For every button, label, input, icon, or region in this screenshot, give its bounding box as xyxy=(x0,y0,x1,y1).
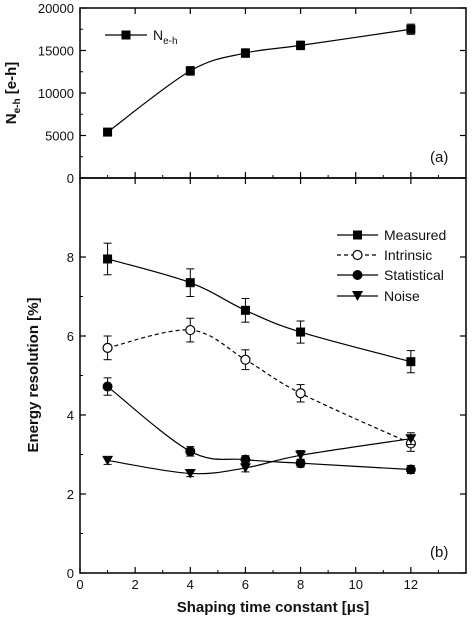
panel-b-label: (b) xyxy=(430,544,448,561)
x-tick-label: 4 xyxy=(187,577,194,592)
panel-a-ylabel-main: N xyxy=(3,113,20,124)
panel-b-ticks: 0 2 4 6 8 10 12 0 2 4 6 8 xyxy=(67,178,466,592)
n-data-point xyxy=(103,127,113,137)
y-tick-label-a: 15000 xyxy=(38,44,74,59)
x-tick-label: 2 xyxy=(132,577,139,592)
n-data-point xyxy=(406,24,416,34)
y-tick-label-a: 10000 xyxy=(38,86,74,101)
measured-data-point xyxy=(406,357,416,367)
noise-data-point xyxy=(295,450,307,461)
statistical-data-point xyxy=(295,458,306,469)
noise-data-point xyxy=(405,434,417,444)
intrinsic-data-point xyxy=(102,342,113,353)
legend-a-name-sub: e-h xyxy=(163,36,177,47)
legend-noise-text: Noise xyxy=(384,288,420,304)
panel-a-ylabel-sub: e-h xyxy=(12,98,23,113)
panel-a-label: (a) xyxy=(430,149,448,166)
y-tick-label-b: 4 xyxy=(67,408,74,423)
panel-a-ylabel-rest: [e-h] xyxy=(3,62,20,99)
n-series-line xyxy=(107,28,411,133)
statistical-data-point xyxy=(405,464,416,475)
x-tick-label: 0 xyxy=(76,577,83,592)
statistical-data-point xyxy=(102,381,113,392)
legend-a-name-main: N xyxy=(153,27,163,43)
measured-series-line xyxy=(107,258,412,363)
y-tick-label-b: 0 xyxy=(67,566,74,581)
intrinsic-data-point xyxy=(240,354,251,365)
legend-intrinsic-text: Intrinsic xyxy=(384,247,432,263)
legend-measured-text: Measured xyxy=(384,227,446,243)
y-tick-label-a: 5000 xyxy=(45,129,74,144)
statistical-data-point xyxy=(185,446,196,457)
y-tick-label-b: 8 xyxy=(67,250,74,265)
panel-a-legend: Ne-h xyxy=(105,27,178,47)
intrinsic-data-point xyxy=(295,388,306,399)
noise-data-point xyxy=(102,455,114,466)
x-tick-label: 6 xyxy=(242,577,249,592)
legend-statistical-text: Statistical xyxy=(384,267,444,283)
measured-data-point xyxy=(296,327,306,337)
x-tick-label: 8 xyxy=(297,577,304,592)
legend-measured-marker xyxy=(353,230,362,240)
measured-data-point xyxy=(185,278,195,288)
panel-a-ticks: 0 5000 10000 15000 20000 xyxy=(38,1,466,186)
panel-b-legend: Measured Intrinsic Statistical Noise xyxy=(337,227,446,304)
panel-b-plot xyxy=(102,242,417,479)
panel-a-ylabel: Ne-h [e-h] xyxy=(3,62,23,125)
x-tick-label: 10 xyxy=(348,577,362,592)
intrinsic-series-line xyxy=(107,329,412,444)
noise-series-line xyxy=(107,438,411,475)
x-axis-title: Shaping time constant [μs] xyxy=(177,599,370,616)
measured-data-point xyxy=(103,254,113,264)
noise-data-point xyxy=(239,463,251,473)
measured-data-point xyxy=(240,305,250,315)
statistical-data-point xyxy=(240,454,251,465)
y-tick-label-b: 6 xyxy=(67,329,74,344)
y-tick-label-b: 2 xyxy=(67,487,74,502)
intrinsic-data-point xyxy=(185,324,196,336)
legend-intrinsic-marker xyxy=(352,249,363,261)
y-tick-label-a: 0 xyxy=(67,171,74,186)
legend-noise-marker xyxy=(352,291,363,301)
legend-statistical-marker xyxy=(352,270,363,280)
n-data-point xyxy=(296,40,306,50)
n-data-point xyxy=(240,48,250,58)
panel-a-plot xyxy=(103,23,416,137)
y-tick-label-a: 20000 xyxy=(38,1,74,16)
n-data-point xyxy=(185,66,195,76)
legend-a-marker xyxy=(121,30,131,40)
noise-data-point xyxy=(184,468,196,479)
statistical-series-line xyxy=(107,386,411,471)
legend-a-text: Ne-h xyxy=(153,27,178,47)
panel-b-ylabel: Energy resolution [%] xyxy=(25,297,42,452)
x-tick-label: 12 xyxy=(404,577,418,592)
